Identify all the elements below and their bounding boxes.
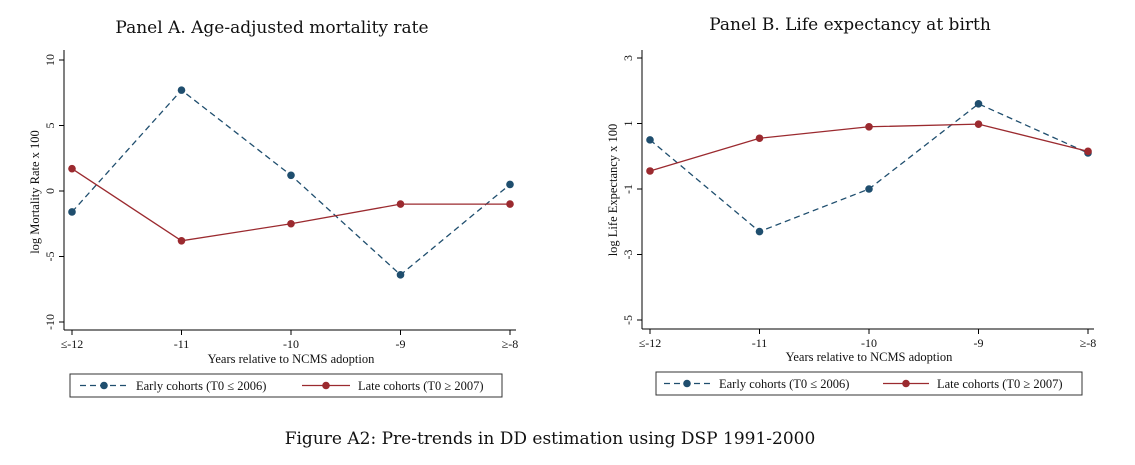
series-early-point xyxy=(974,100,983,108)
series-early-point xyxy=(287,171,295,180)
panel-b-y-label: log Life Expectancy x 100 xyxy=(606,124,620,257)
legend-early-label: Early cohorts (T0 ≤ 2006) xyxy=(719,377,849,391)
y-tick-label: -1 xyxy=(621,184,635,194)
x-tick-label: -11 xyxy=(174,337,190,351)
y-tick-label: 1 xyxy=(621,121,635,127)
legend-late-label: Late cohorts (T0 ≥ 2007) xyxy=(937,377,1063,391)
y-tick-label: 3 xyxy=(621,55,635,61)
x-tick-label: -9 xyxy=(974,336,984,350)
x-tick-label: ≥-8 xyxy=(1080,336,1097,350)
legend-early-marker xyxy=(683,379,691,388)
panel-a-lines xyxy=(68,86,514,279)
series-early-point xyxy=(506,180,514,189)
panel-a-x-label: Years relative to NCMS adoption xyxy=(208,352,376,366)
y-tick-label: 10 xyxy=(43,54,57,66)
panel-a: Panel A. Age-adjusted mortality rate 10 5… xyxy=(28,18,518,366)
series-late-point xyxy=(974,120,983,128)
y-tick-label: 0 xyxy=(43,188,57,194)
legend-late-marker xyxy=(902,379,910,388)
y-tick-label: 5 xyxy=(43,123,57,129)
legend-box xyxy=(655,371,1083,396)
series-late-point xyxy=(396,200,405,208)
series-late-line xyxy=(649,123,1089,172)
series-late-point xyxy=(177,236,186,245)
x-tick-label: ≤-12 xyxy=(61,337,84,351)
x-tick-label: -10 xyxy=(283,337,299,351)
panel-a-title: Panel A. Age-adjusted mortality rate xyxy=(115,18,428,38)
series-late-point xyxy=(1084,147,1092,156)
legend-late-label: Late cohorts (T0 ≥ 2007) xyxy=(358,379,484,393)
series-early-point xyxy=(865,185,873,193)
legend-late-marker xyxy=(322,381,330,390)
figure-caption: Figure A2: Pre-trends in DD estimation u… xyxy=(285,429,816,449)
series-late-point xyxy=(865,122,873,131)
panel-b-legend: Early cohorts (T0 ≤ 2006) Late cohorts (… xyxy=(655,371,1083,396)
series-late-line xyxy=(71,168,510,242)
x-tick-label: -10 xyxy=(861,336,877,350)
series-late-point xyxy=(646,167,654,175)
legend-early-label: Early cohorts (T0 ≤ 2006) xyxy=(136,379,266,393)
series-early-point xyxy=(646,136,654,144)
x-tick-label: -11 xyxy=(752,336,768,350)
series-late-point xyxy=(755,134,764,143)
y-tick-label: -5 xyxy=(621,315,635,325)
x-tick-label: ≤-12 xyxy=(639,336,662,350)
panel-a-axes: 10 5 0 -5 -10 ≤-12 -11 -10 -9 ≥-8 xyxy=(43,50,518,351)
y-tick-label: -10 xyxy=(43,314,57,330)
series-early-point xyxy=(68,208,76,216)
panel-b-x-label: Years relative to NCMS adoption xyxy=(786,350,954,364)
series-late-point xyxy=(287,219,295,228)
panel-b-title: Panel B. Life expectancy at birth xyxy=(709,15,991,35)
x-tick-label: -9 xyxy=(396,337,406,351)
y-tick-label: -5 xyxy=(43,252,57,262)
series-early-line xyxy=(71,89,511,276)
panel-a-legend: Early cohorts (T0 ≤ 2006) Late cohorts (… xyxy=(69,373,503,398)
panel-b-axes: 3 1 -1 -3 -5 ≤-12 -11 -10 -9 ≥-8 xyxy=(621,50,1096,350)
series-late-point xyxy=(68,164,76,173)
y-tick-label: -3 xyxy=(621,250,635,260)
legend-box xyxy=(69,373,503,398)
series-early-point xyxy=(177,86,186,94)
panel-a-y-label: log Mortality Rate x 100 xyxy=(28,130,42,254)
legend-early-marker xyxy=(100,381,108,390)
panel-b: Panel B. Life expectancy at birth 3 1 -1 -3… xyxy=(606,15,1096,364)
series-early-point xyxy=(755,227,764,236)
x-tick-label: ≥-8 xyxy=(502,337,519,351)
panel-b-lines xyxy=(646,100,1092,236)
series-late-point xyxy=(506,200,514,208)
series-early-point xyxy=(396,271,405,279)
